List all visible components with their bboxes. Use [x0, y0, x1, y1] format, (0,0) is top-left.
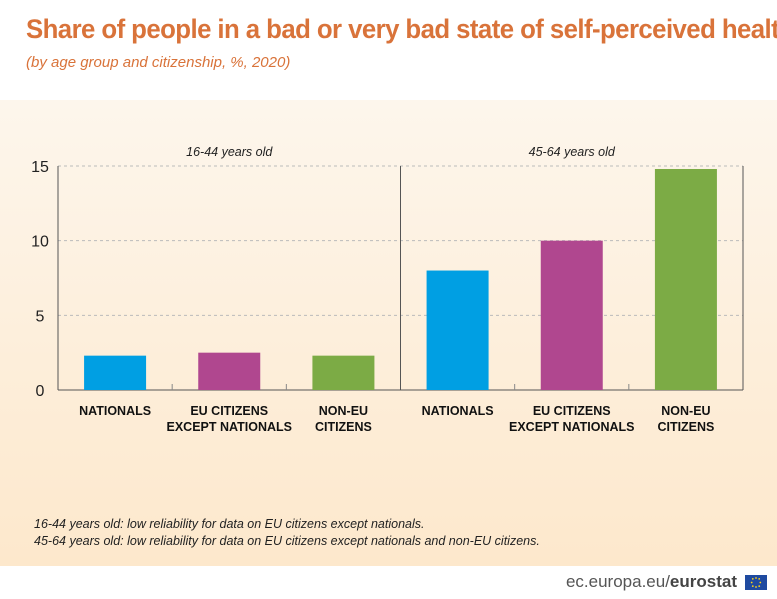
- footer: ec.europa.eu/eurostat: [0, 566, 777, 599]
- category-label: NON-EU CITIZENS: [657, 404, 714, 434]
- group-label: 16-44 years old: [186, 145, 273, 159]
- bar: [312, 355, 375, 390]
- chart-subtitle: (by age group and citizenship, %, 2020): [26, 54, 291, 71]
- header: Share of people in a bad or very bad sta…: [0, 0, 777, 100]
- bar-chart: 0 5 10 15 16-44 years old NATIONALS EU CITIZEN…: [31, 145, 744, 434]
- y-tick-label: 0: [36, 383, 45, 400]
- bar: [84, 355, 147, 390]
- chart-notes: 16-44 years old: low reliability for dat…: [34, 516, 540, 550]
- note-line: 45-64 years old: low reliability for dat…: [34, 534, 540, 548]
- y-tick-label: 5: [36, 308, 45, 325]
- category-label: NATIONALS: [422, 404, 494, 418]
- category-label: NATIONALS: [79, 404, 151, 418]
- category-label: EU CITIZENS EXCEPT NATIONALS: [167, 404, 292, 434]
- category-label: EU CITIZENS EXCEPT NATIONALS: [509, 404, 634, 434]
- category-label: NON-EU CITIZENS: [315, 404, 372, 434]
- site-prefix: ec.europa.eu/: [565, 572, 670, 591]
- note-line: 16-44 years old: low reliability for dat…: [34, 517, 425, 531]
- eu-flag-icon: [745, 575, 767, 590]
- group-label: 45-64 years old: [529, 145, 616, 159]
- eurostat-link[interactable]: ec.europa.eu/eurostat: [566, 572, 737, 592]
- bar: [426, 270, 489, 390]
- site-brand: eurostat: [669, 572, 737, 591]
- bar: [198, 352, 261, 390]
- y-tick-label: 10: [31, 234, 49, 251]
- chart-panel: 0 5 10 15 16-44 years old NATIONALS EU CITIZEN…: [0, 100, 777, 566]
- bar: [654, 168, 717, 390]
- y-tick-label: 15: [31, 159, 49, 176]
- bar: [540, 240, 603, 390]
- chart-title: Share of people in a bad or very bad sta…: [26, 14, 777, 44]
